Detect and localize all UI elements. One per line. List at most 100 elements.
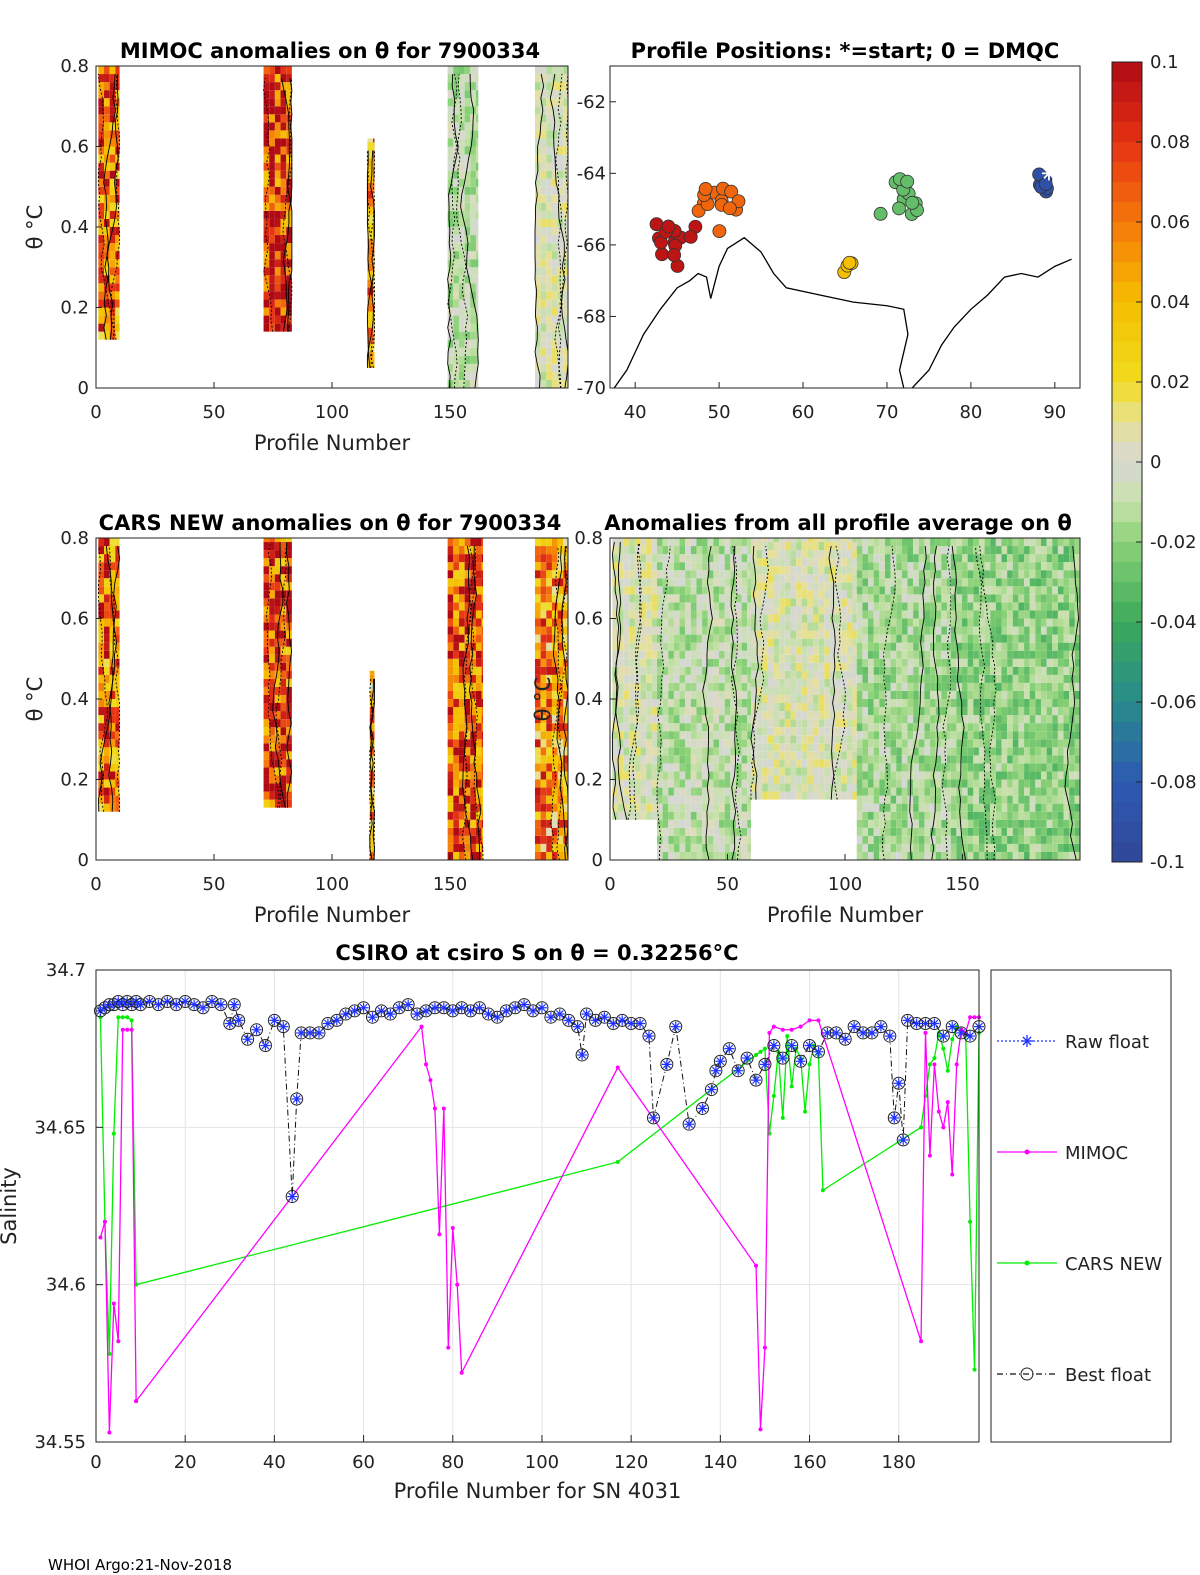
heatmap-cell: [924, 618, 931, 627]
heatmap-cell: [109, 178, 116, 187]
heatmap-cell: [868, 554, 874, 563]
heatmap-cell: [807, 719, 814, 728]
heatmap-cell: [829, 735, 836, 744]
heatmap-cell: [623, 610, 630, 619]
heatmap-cell: [1046, 586, 1053, 595]
heatmap-cell: [801, 767, 808, 776]
heatmap-cell: [1069, 835, 1075, 844]
heatmap-cell: [269, 622, 275, 631]
heatmap-cell: [673, 739, 680, 748]
heatmap-cell: [862, 731, 869, 740]
heatmap-cell: [668, 819, 674, 828]
heatmap-cell: [956, 570, 963, 579]
heatmap-cell: [756, 711, 763, 720]
heatmap-cell: [696, 690, 703, 699]
heatmap-cell: [852, 678, 857, 687]
heatmap-cell: [807, 646, 814, 655]
heatmap-cell: [115, 699, 120, 708]
heatmap-cell: [978, 747, 985, 756]
heatmap-cell: [640, 803, 647, 812]
heatmap-cell: [646, 642, 652, 651]
heatmap-cell: [1012, 610, 1019, 619]
heatmap-cell: [1018, 699, 1025, 708]
heatmap-cell: [941, 674, 947, 683]
heatmap-cell: [280, 146, 287, 155]
heatmap-cell: [104, 578, 110, 587]
heatmap-cell: [935, 755, 942, 764]
heatmap-cell: [935, 747, 942, 756]
heatmap-cell: [730, 546, 736, 555]
heatmap-cell: [458, 66, 465, 75]
contour-line: [97, 73, 117, 340]
heatmap-cell: [978, 795, 985, 804]
heatmap-cell: [679, 731, 686, 740]
heatmap-cell: [475, 210, 479, 219]
heatmap-cell: [767, 550, 774, 559]
heatmap-cell: [475, 307, 479, 316]
heatmap-cell: [835, 538, 842, 543]
heatmap-cell: [741, 763, 748, 772]
heatmap-cell: [901, 835, 908, 844]
heatmap-cell: [369, 787, 375, 796]
heatmap-cell: [824, 614, 830, 623]
heatmap-cell: [924, 586, 931, 595]
heatmap-cell: [962, 554, 968, 563]
heatmap-cell: [930, 546, 936, 555]
heatmap-cell: [563, 787, 568, 796]
heatmap-cell: [884, 690, 891, 699]
heatmap-cell: [1057, 562, 1064, 571]
heatmap-cell: [862, 658, 869, 667]
heatmap-cell: [790, 582, 797, 591]
heatmap-cell: [551, 355, 558, 364]
heatmap-cell: [1040, 795, 1047, 804]
heatmap-cell: [796, 694, 802, 704]
heatmap-cell: [269, 590, 275, 599]
heatmap-cell: [274, 775, 281, 784]
heatmap-cell: [690, 578, 697, 587]
heatmap-cell: [668, 843, 674, 852]
heatmap-cell: [458, 82, 465, 91]
heatmap-cell: [104, 731, 110, 740]
heatmap-cell: [447, 138, 454, 147]
heatmap-cell: [475, 610, 482, 619]
heatmap-cell: [464, 699, 471, 708]
heatmap-cell: [98, 235, 105, 244]
heatmap-cell: [790, 590, 797, 599]
heatmap-cell: [557, 650, 564, 659]
heatmap-cell: [873, 795, 880, 804]
heatmap-cell: [1018, 578, 1025, 587]
heatmap-cell: [747, 642, 751, 651]
heatmap-cell: [662, 634, 669, 643]
heatmap-cell: [98, 626, 105, 635]
heatmap-cell: [967, 690, 974, 699]
heatmap-cell: [907, 610, 914, 619]
heatmap-cell: [978, 610, 985, 619]
heatmap-cell: [1012, 763, 1019, 772]
heatmap-cell: [984, 763, 991, 772]
heatmap-cell: [447, 739, 454, 748]
heatmap-cell: [1029, 674, 1036, 683]
heatmap-cell: [762, 711, 768, 720]
heatmap-cell: [995, 835, 1002, 844]
heatmap-cell: [807, 743, 814, 752]
heatmap-cell: [646, 795, 652, 804]
heatmap-cell: [713, 586, 720, 595]
heatmap-cell: [707, 739, 714, 748]
heatmap-cell: [1035, 570, 1041, 579]
heatmap-cell: [546, 570, 552, 579]
heatmap-cell: [890, 771, 897, 780]
heatmap-cell: [464, 283, 471, 292]
heatmap-cell: [634, 562, 641, 571]
heatmap-cell: [470, 275, 476, 284]
heatmap-cell: [835, 719, 842, 728]
heatmap-cell: [274, 154, 281, 163]
heatmap-cell: [1063, 795, 1070, 804]
heatmap-cell: [724, 626, 731, 635]
heatmap-cell: [109, 315, 116, 324]
heatmap-cell: [946, 779, 951, 788]
heatmap-cell: [930, 795, 936, 804]
heatmap-cell: [719, 642, 725, 651]
heatmap-cell: [540, 642, 547, 651]
heatmap-cell: [995, 538, 1002, 547]
heatmap-cell: [946, 554, 951, 563]
